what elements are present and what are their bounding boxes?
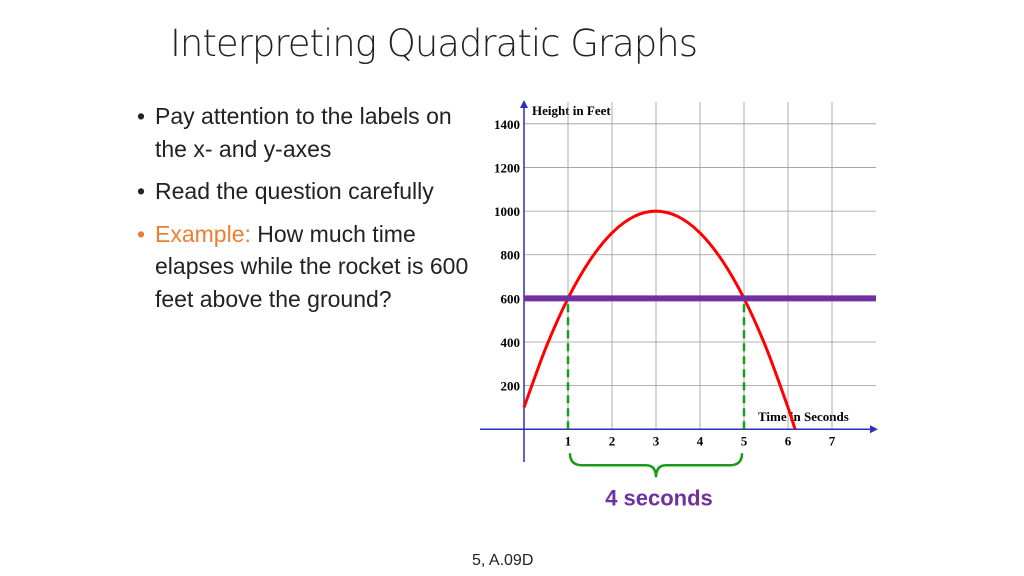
x-tick-label: 4 [697, 433, 704, 448]
y-tick-label: 1200 [494, 160, 520, 175]
brace [568, 453, 744, 478]
bullet: Read the question carefully [133, 175, 473, 208]
x-tick-label: 6 [785, 433, 792, 448]
y-axis-label: Height in Feet [532, 103, 611, 118]
x-axis-label: Time in Seconds [758, 409, 849, 424]
y-tick-label: 800 [501, 248, 521, 263]
x-tick-label: 1 [565, 433, 572, 448]
bullet: Pay attention to the labels on the x- an… [133, 100, 473, 165]
y-tick-label: 200 [501, 379, 521, 394]
y-tick-label: 600 [501, 291, 521, 306]
bullet-text: How much time elapses while the rocket i… [155, 220, 469, 312]
bullet: Example: How much time elapses while the… [133, 218, 473, 316]
x-tick-label: 5 [741, 433, 748, 448]
bullet-label: Example: [155, 220, 251, 247]
y-axis-arrow [520, 100, 528, 108]
x-tick-label: 3 [653, 433, 660, 448]
curve [522, 209, 797, 430]
y-tick-label: 400 [501, 335, 521, 350]
bullet-text: Read the question carefully [155, 178, 434, 204]
x-axis-arrow [870, 425, 878, 434]
y-tick-label: 1000 [494, 204, 520, 219]
x-tick-label: 7 [829, 433, 836, 448]
footer: 5, A.09D [472, 552, 534, 569]
bullet-list: Pay attention to the labels on the x- an… [133, 100, 473, 325]
y-tick-label: 1400 [494, 117, 520, 132]
x-tick-label: 2 [609, 433, 616, 448]
bullet-text: Pay attention to the labels on the x- an… [155, 103, 452, 162]
slide-title: Interpreting Quadratic Graphs [170, 22, 698, 65]
annotation: 4 seconds [605, 485, 713, 510]
